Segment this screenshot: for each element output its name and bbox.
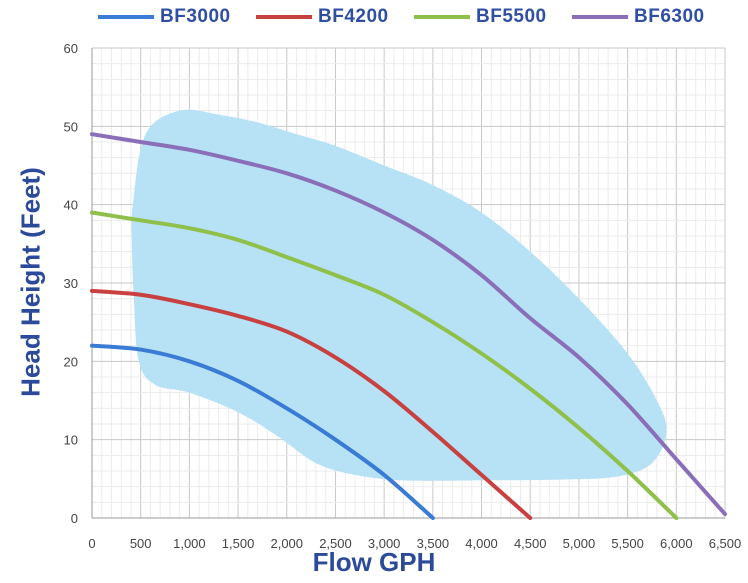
axes [91,48,725,519]
x-tick-label: 3,500 [417,536,450,551]
series-line-bf6300 [90,132,727,517]
legend-label: BF4200 [318,6,389,27]
x-tick-label: 0 [88,536,95,551]
operating-region [131,109,667,481]
y-axis-title: Head Height (Feet) [15,167,46,397]
x-tick-label: 3,000 [368,536,401,551]
x-tick-label: 4,000 [465,536,498,551]
legend-item-bf4200: BF4200 [256,4,389,30]
legend-swatch [414,15,470,19]
legend-item-bf5500: BF5500 [414,4,547,30]
x-tick-label: 1,500 [222,536,255,551]
tick-labels: 0 500 1,000 1,500 2,000 2,500 3,000 3,500 4,000 4… [64,41,742,551]
y-tick-label: 0 [71,511,78,526]
series-line-bf5500 [90,210,679,520]
legend-label: BF3000 [160,6,231,27]
legend-swatch [98,15,154,19]
x-tick-label: 5,000 [563,536,596,551]
y-tick-label: 10 [64,433,78,448]
y-tick-label: 20 [64,354,78,369]
x-tick-label: 6,500 [709,536,742,551]
x-axis-title: Flow GPH [312,547,436,577]
legend-item-bf6300: BF6300 [572,4,705,30]
operating-region-shape [131,109,667,481]
legend-swatch [256,15,312,19]
legend-item-bf3000: BF3000 [98,4,231,30]
x-tick-label: 6,000 [660,536,693,551]
series-line-bf4200 [90,288,533,520]
x-tick-label: 1,000 [173,536,206,551]
y-tick-label: 60 [64,41,78,56]
legend: BF3000 BF4200 BF5500 BF6300 [0,4,748,30]
y-tick-label: 40 [64,198,78,213]
legend-swatch [572,15,628,19]
x-tick-label: 2,000 [270,536,303,551]
x-tick-label: 2,500 [319,536,352,551]
y-tick-label: 30 [64,276,78,291]
x-tick-label: 500 [130,536,152,551]
y-tick-label: 50 [64,119,78,134]
x-tick-label: 4,500 [514,536,547,551]
legend-label: BF5500 [476,6,547,27]
legend-label: BF6300 [634,6,705,27]
series-line-bf3000 [90,343,435,520]
x-tick-label: 5,500 [611,536,644,551]
series-lines [90,132,727,520]
